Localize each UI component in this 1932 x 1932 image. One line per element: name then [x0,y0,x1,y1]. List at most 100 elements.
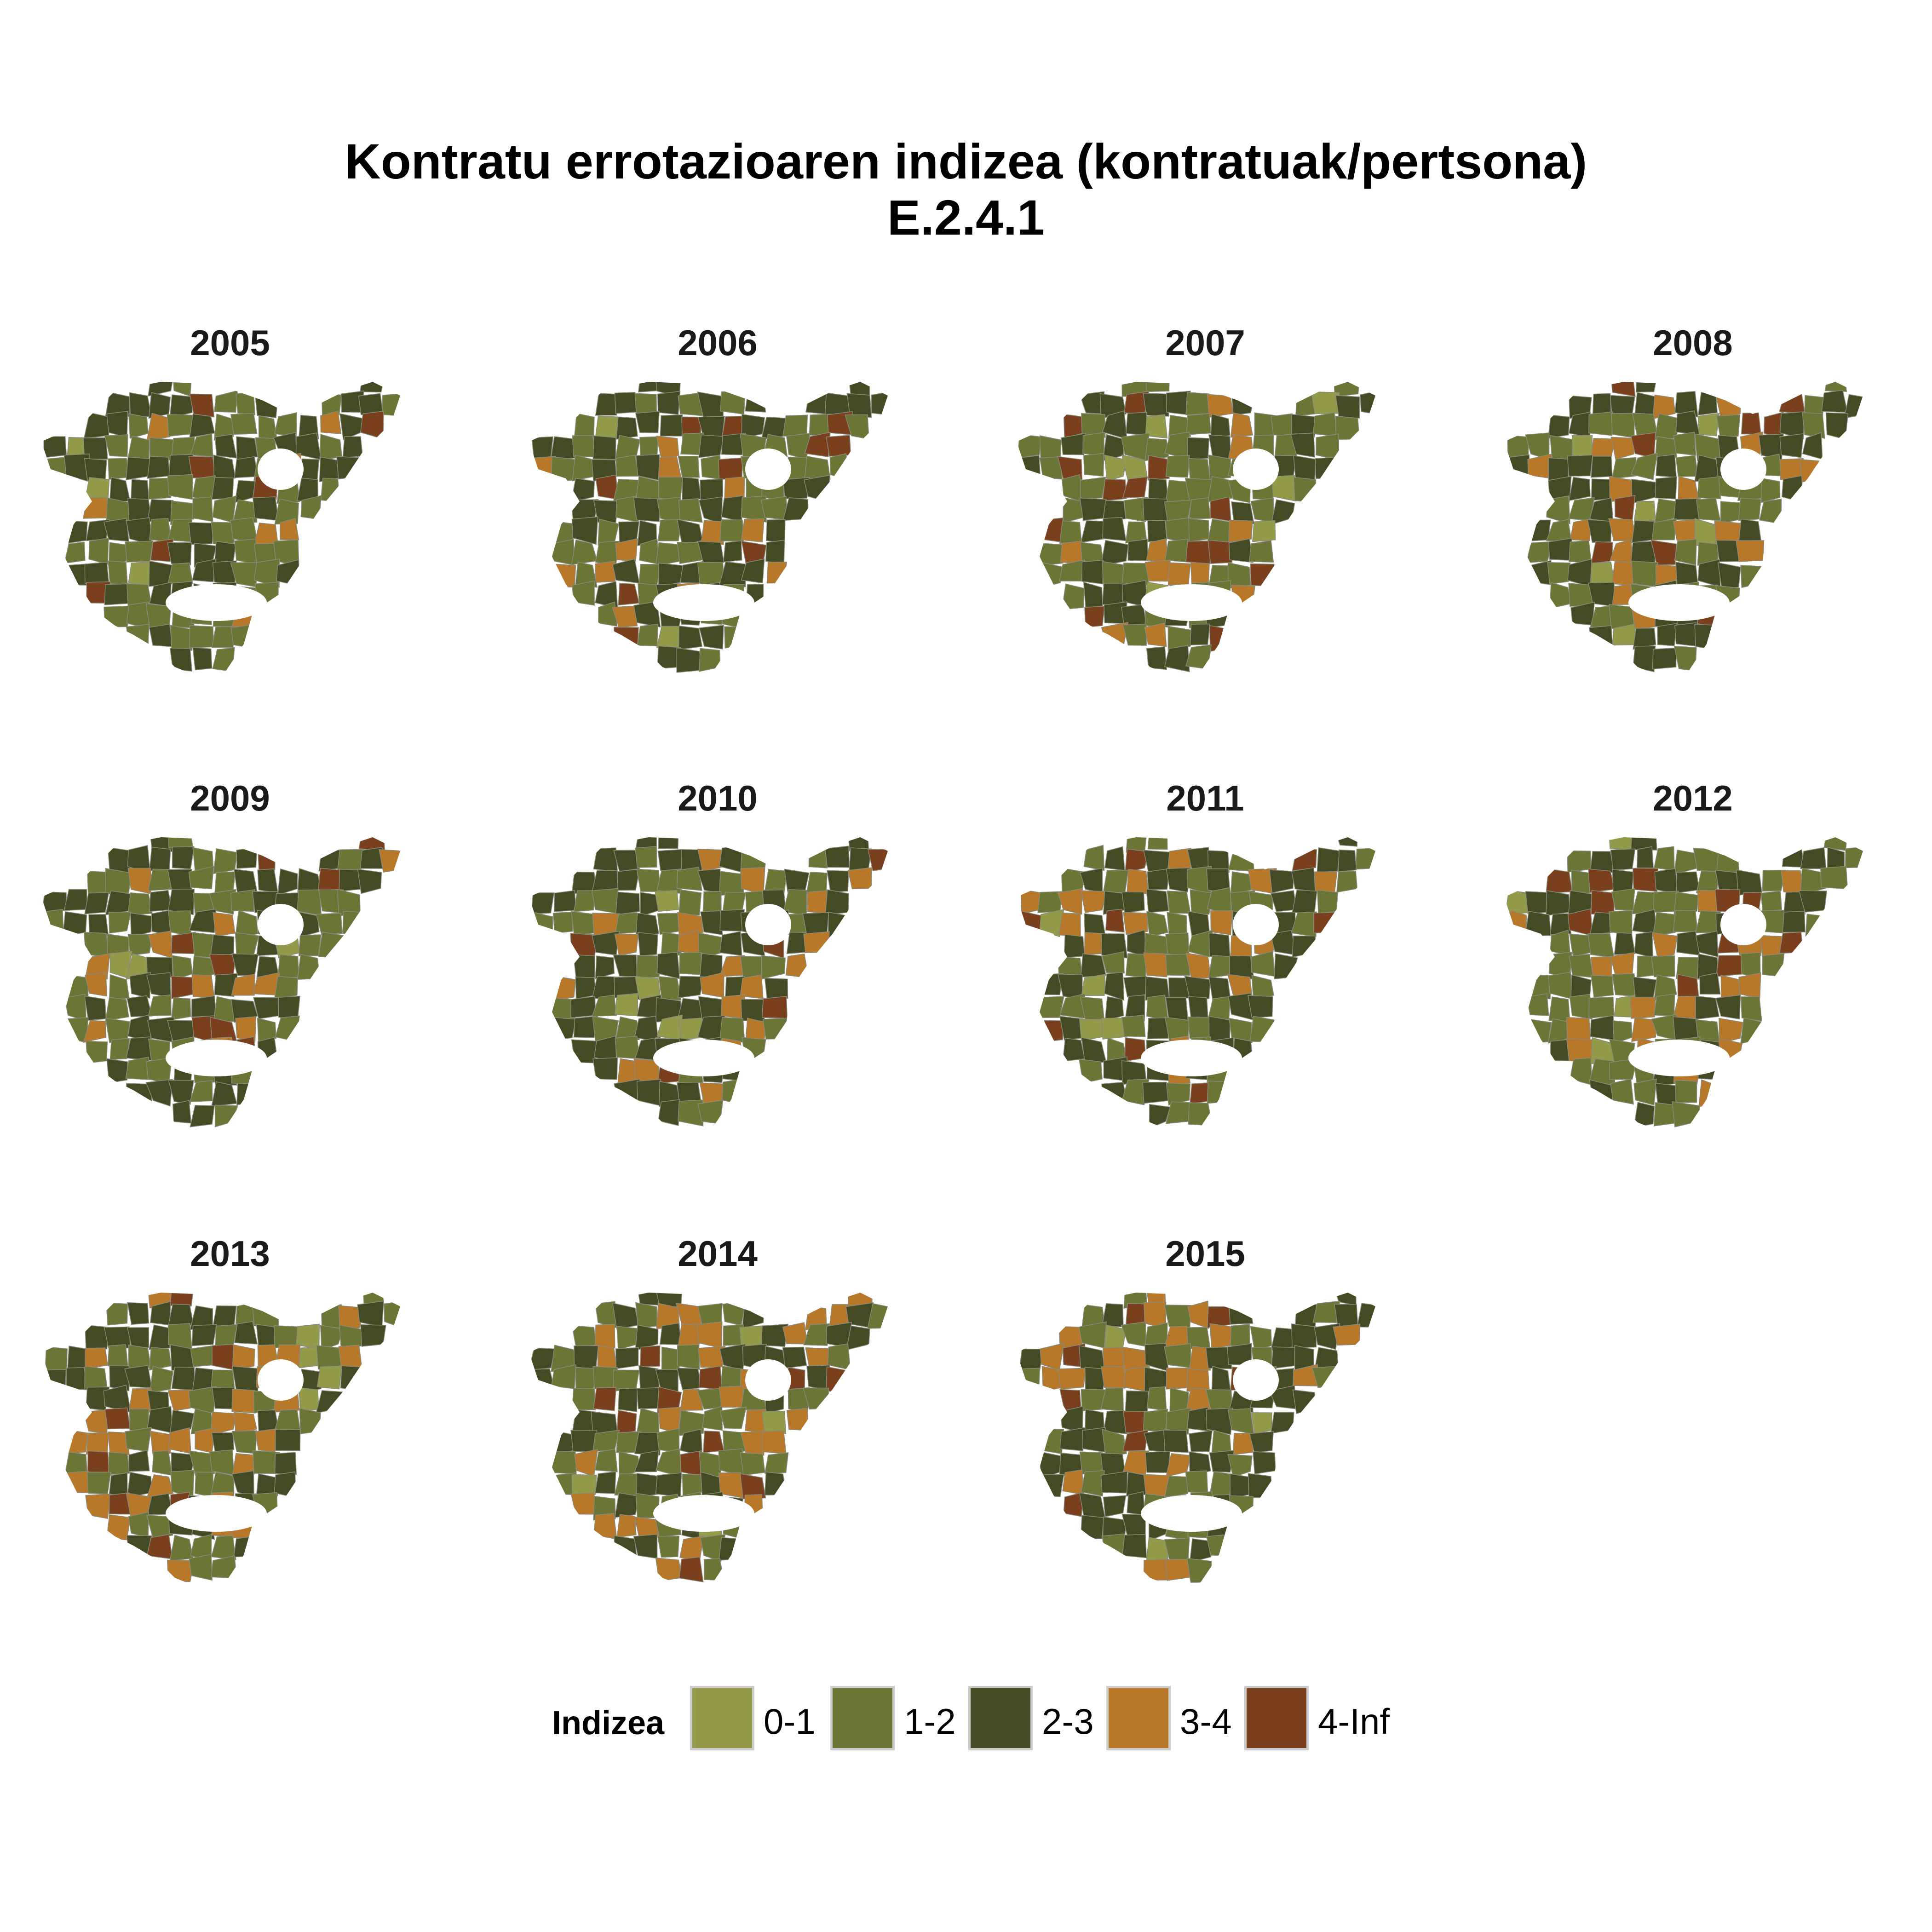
legend-label: 0-1 [764,1701,816,1742]
municipality-region [614,993,638,1017]
municipality-region [274,498,299,525]
municipality-region [1187,1300,1209,1329]
municipality-region [209,1449,235,1476]
municipality-region [360,411,384,440]
municipality-region [764,1452,789,1474]
municipality-region [871,391,888,416]
municipality-region [1124,496,1148,522]
municipality-region [214,973,238,997]
municipality-region [1125,848,1150,874]
map-enclave [258,1359,304,1401]
municipality-region [786,1408,809,1431]
municipality-region [633,601,661,628]
map-enclave [1720,904,1766,945]
municipality-region [1228,1302,1254,1325]
municipality-region [381,393,400,417]
municipality-region [169,1293,195,1307]
municipality-region [230,623,259,649]
map-enclave [1628,1040,1730,1076]
municipality-region [1295,1304,1317,1328]
municipality-region [1741,996,1762,1022]
municipality-region [805,390,828,415]
municipality-region [1184,976,1211,1001]
municipality-region [1588,625,1613,647]
municipality-region [761,1323,788,1347]
municipality-region [1037,543,1064,566]
municipality-region [1292,935,1316,958]
municipality-region [1610,539,1633,564]
municipality-region [87,1450,109,1474]
municipality-region [1825,412,1849,440]
municipality-region [1079,1058,1103,1084]
municipality-region [235,932,259,958]
municipality-region [257,868,279,894]
municipality-region [274,1452,297,1475]
municipality-region [785,953,809,978]
municipality-region [697,1100,724,1124]
panel-year-label: 2011 [1166,778,1244,818]
municipality-region [146,1534,173,1560]
municipality-region [1100,1471,1128,1494]
municipality-region [613,627,639,649]
municipality-region [1210,414,1230,441]
municipality-region [316,913,343,935]
panel-year-label: 2007 [1165,322,1245,363]
municipality-region [1315,457,1337,479]
municipality-region [212,1305,237,1328]
municipality-region [697,1321,723,1349]
municipality-region [719,561,746,587]
municipality-region [700,478,724,500]
municipality-region [109,1365,130,1392]
municipality-region [83,412,110,439]
municipality-region [189,1554,213,1581]
municipality-region [145,603,171,628]
municipality-region [109,477,131,503]
municipality-region [1546,868,1573,894]
municipality-region [658,563,684,587]
municipality-region [318,932,344,959]
municipality-region [1291,911,1317,937]
map-panel: 2010 [488,777,948,1191]
municipality-region [234,1321,258,1345]
municipality-region [1779,390,1806,414]
municipality-region [638,564,661,586]
municipality-region [1290,432,1315,458]
municipality-region [148,392,171,419]
municipality-region [827,870,849,893]
municipality-region [85,1324,110,1350]
municipality-region [149,1346,172,1371]
municipality-region [128,1449,150,1472]
municipality-region [1248,1473,1273,1499]
municipality-region [1548,972,1573,1000]
municipality-region [571,911,595,936]
municipality-region [745,389,766,413]
municipality-region [1080,1515,1104,1540]
municipality-region [699,648,721,672]
map-enclave [166,584,267,621]
municipality-region [1715,995,1741,1020]
municipality-region [1083,453,1104,477]
municipality-region [211,477,234,500]
municipality-region [807,890,828,914]
municipality-region [637,623,659,647]
municipality-region [1167,891,1191,914]
municipality-region [1293,477,1317,503]
municipality-region [342,436,363,458]
municipality-region [761,955,786,980]
municipality-region [109,1038,130,1060]
municipality-region [1569,954,1594,978]
municipality-region [1633,627,1656,650]
municipality-region [299,1408,321,1435]
municipality-region [172,1100,192,1124]
municipality-region [1293,455,1316,482]
municipality-region [232,1366,259,1392]
map-enclave [1141,1040,1242,1076]
municipality-region [189,1450,215,1476]
municipality-region [1081,559,1104,585]
municipality-region [660,414,683,437]
municipality-region [1188,1430,1213,1452]
municipality-region [1740,565,1763,588]
municipality-region [1762,869,1786,892]
municipality-region [336,456,364,480]
map-enclave [166,1495,267,1532]
